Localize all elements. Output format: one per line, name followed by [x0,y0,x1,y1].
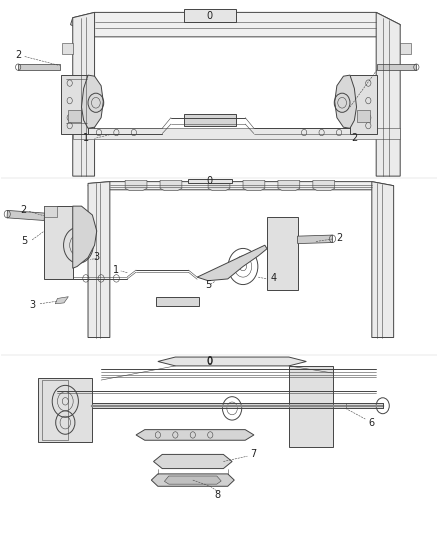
Text: 4: 4 [271,273,277,283]
Polygon shape [297,235,332,244]
Text: 2: 2 [351,133,357,143]
Polygon shape [61,75,88,134]
Polygon shape [7,211,45,221]
Polygon shape [278,180,300,190]
Polygon shape [377,64,417,70]
Polygon shape [313,180,335,190]
Polygon shape [81,75,103,128]
Polygon shape [184,9,237,22]
Polygon shape [155,297,199,305]
Polygon shape [208,180,230,190]
Text: 0: 0 [206,176,212,186]
Text: 0: 0 [206,11,212,21]
Polygon shape [71,12,400,37]
Polygon shape [68,110,81,122]
Text: 2: 2 [15,50,21,60]
Polygon shape [73,206,97,268]
Text: 1: 1 [83,133,89,143]
Text: 3: 3 [29,300,35,310]
Polygon shape [376,12,400,176]
Polygon shape [73,12,95,176]
Polygon shape [188,179,232,183]
Polygon shape [243,180,265,190]
Text: 5: 5 [21,236,28,246]
Text: 7: 7 [250,449,256,459]
Polygon shape [164,476,221,484]
Polygon shape [125,180,147,190]
Polygon shape [289,366,332,447]
Polygon shape [350,75,377,134]
Polygon shape [151,474,234,486]
Polygon shape [18,64,60,70]
Polygon shape [335,75,357,128]
Polygon shape [357,110,370,122]
Text: 3: 3 [94,252,100,262]
Text: 0: 0 [206,357,212,367]
Text: 0: 0 [206,357,212,367]
Polygon shape [372,182,394,337]
Polygon shape [158,357,306,366]
Polygon shape [136,430,254,440]
Polygon shape [44,206,57,217]
Polygon shape [184,115,237,126]
Polygon shape [88,182,110,337]
Text: 6: 6 [368,417,374,427]
Polygon shape [267,217,297,289]
Polygon shape [160,180,182,190]
Polygon shape [400,43,411,54]
Polygon shape [55,297,68,304]
Text: 2: 2 [336,233,342,243]
Polygon shape [44,206,73,279]
Polygon shape [88,182,394,190]
Text: 1: 1 [113,265,120,275]
Polygon shape [197,245,267,281]
Polygon shape [38,378,92,442]
Text: 8: 8 [215,490,221,500]
Polygon shape [153,455,232,469]
Text: 2: 2 [20,205,27,215]
Polygon shape [62,43,73,54]
Polygon shape [73,128,400,139]
Text: 5: 5 [205,280,211,290]
